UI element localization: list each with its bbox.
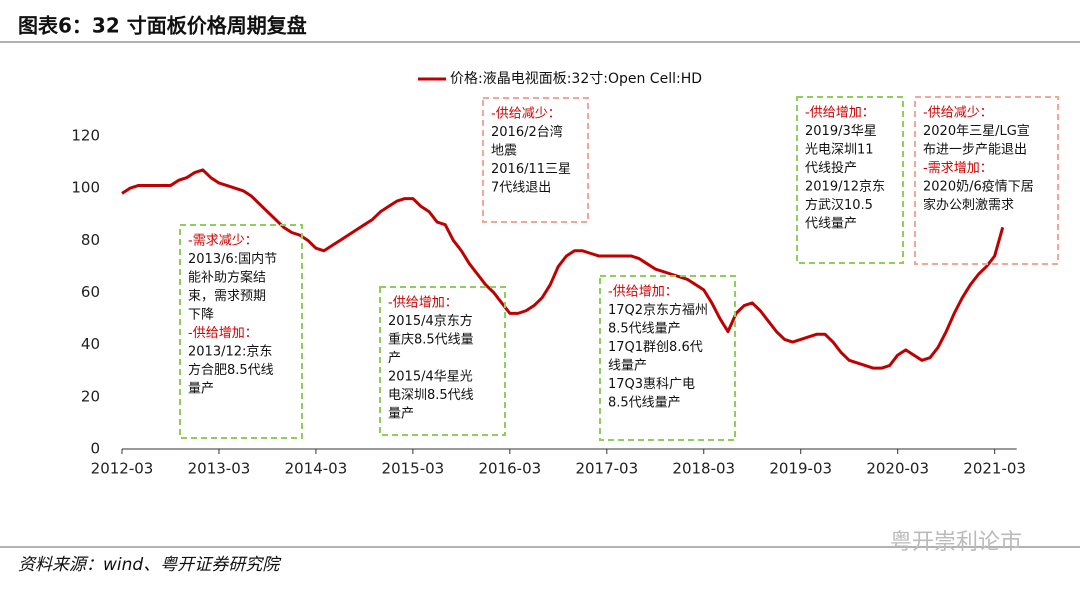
annotation-text: 8.5代线量产	[608, 396, 681, 411]
annotation-text: -需求增加：	[923, 161, 993, 176]
annotation-box	[482, 97, 589, 223]
legend-label: 价格:液晶电视面板:32寸:Open Cell:HD	[450, 71, 702, 87]
annotation-text: 2015/4京东方	[388, 313, 473, 329]
source: 资料来源：wind、粤开证券研究院	[18, 555, 282, 575]
y-tick-label: 40	[81, 335, 100, 353]
annotation-text: 方合肥8.5代线	[188, 362, 274, 378]
annotation-text: -供给增加：	[608, 285, 678, 300]
annotation-text: 电深圳8.5代线	[388, 388, 474, 403]
annotation-text: 2016/2台湾	[491, 124, 563, 140]
y-tick-label: 100	[71, 179, 100, 197]
annotation-text: 束，需求预期	[188, 289, 266, 304]
x-tick-label: 2015-03	[382, 460, 445, 478]
y-tick-label: 60	[81, 283, 100, 301]
y-tick-label: 20	[81, 387, 100, 405]
annotation-text: 2019/3华星	[805, 124, 877, 139]
annotation-text: -需求减少：	[188, 234, 258, 249]
x-tick-label: 2014-03	[285, 460, 348, 478]
annotation-text: 8.5代线量产	[608, 322, 681, 337]
annotation-text: 2019/12京东	[805, 180, 885, 195]
annotation-box	[379, 286, 506, 436]
annotation-text: 2020年三星/LG宣	[923, 123, 1030, 139]
annotation-text: 量产	[188, 382, 214, 397]
y-tick-label: 0	[90, 440, 100, 458]
annotation-text: 2013/12:京东	[188, 345, 272, 360]
annotation-text: 17Q2京东方福州	[608, 302, 708, 318]
x-tick-label: 2012-03	[91, 460, 154, 478]
watermark: 粤开崇利论市	[890, 530, 1022, 555]
annotation-text: 2013/6:国内节	[188, 251, 277, 267]
annotation-text: 地震	[491, 144, 517, 159]
x-tick-label: 2019-03	[769, 460, 832, 478]
annotation-text: 方武汉10.5	[805, 197, 873, 213]
annotation-text: -供给增加：	[805, 106, 875, 121]
annotation-text: 线量产	[608, 359, 647, 374]
x-tick-label: 2017-03	[575, 460, 638, 478]
annotation-text: 2016/11三星	[491, 162, 571, 177]
annotation-text: 下降	[188, 308, 214, 323]
annotation-text: 家办公刺激需求	[923, 197, 1014, 213]
x-tick-label: 2016-03	[478, 460, 541, 478]
annotation-box	[179, 224, 303, 439]
annotation-text: 代线量产	[805, 217, 857, 232]
annotation-text: 光电深圳11	[805, 143, 874, 158]
y-tick-label: 120	[71, 127, 100, 145]
y-tick-label: 80	[81, 231, 100, 249]
annotation-text: 2015/4华星光	[388, 370, 473, 385]
annotation-text: 7代线退出	[491, 181, 551, 196]
annotation-text: -供给增加：	[388, 296, 458, 311]
annotation-text: -供给增加：	[188, 326, 258, 341]
annotation-text: 布进一步产能退出	[923, 143, 1027, 158]
annotation-box	[796, 96, 904, 264]
annotation-box	[914, 96, 1059, 265]
annotation-text: 重庆8.5代线量	[388, 332, 474, 348]
annotation-text: 能补助方案结	[188, 270, 266, 286]
price-line	[121, 168, 1005, 370]
x-tick-label: 2013-03	[188, 460, 251, 478]
x-tick-label: 2021-03	[963, 460, 1026, 478]
annotation-text: 17Q1群创8.6代	[608, 340, 703, 355]
annotation-text: -供给减少：	[491, 107, 561, 122]
annotation-text: 代线投产	[805, 160, 857, 176]
annotation-text: 2020奶/6疫情下居	[923, 179, 1034, 195]
chart-title: 图表6：32 寸面板价格周期复盘	[18, 14, 307, 38]
annotation-text: 产	[388, 351, 401, 366]
x-tick-label: 2018-03	[672, 460, 735, 478]
annotation-box	[599, 275, 736, 441]
annotation-text: -供给减少：	[923, 106, 993, 121]
x-tick-label: 2020-03	[866, 460, 929, 478]
annotation-text: 量产	[388, 407, 414, 422]
annotation-text: 17Q3惠科广电	[608, 377, 695, 392]
